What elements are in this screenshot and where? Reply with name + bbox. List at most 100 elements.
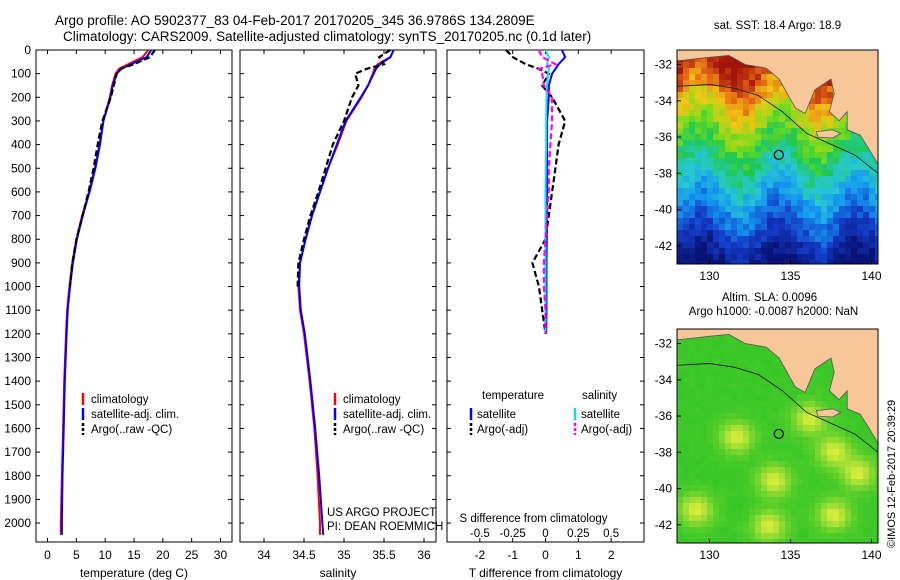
map-cell bbox=[821, 521, 827, 527]
map-cell bbox=[707, 134, 713, 140]
map-cell bbox=[755, 359, 761, 365]
map-cell bbox=[797, 134, 803, 140]
map-cell bbox=[785, 200, 791, 206]
map-cell bbox=[713, 335, 719, 341]
map-cell bbox=[701, 110, 707, 116]
map-cell bbox=[863, 533, 869, 539]
map-cell bbox=[725, 170, 731, 176]
map-cell bbox=[761, 68, 767, 74]
map-cell bbox=[839, 455, 845, 461]
map-cell bbox=[713, 152, 719, 158]
map-cell bbox=[839, 437, 845, 443]
map-cell bbox=[791, 479, 797, 485]
map-cell bbox=[767, 389, 773, 395]
map-cell bbox=[863, 485, 869, 491]
map-cell bbox=[731, 146, 737, 152]
map-cell bbox=[779, 443, 785, 449]
map-cell bbox=[731, 212, 737, 218]
legend-label: satellite bbox=[581, 409, 620, 421]
map-cell bbox=[701, 86, 707, 92]
map-cell bbox=[713, 80, 719, 86]
map-cell bbox=[809, 395, 815, 401]
map-cell bbox=[677, 389, 683, 395]
map-cell bbox=[767, 242, 773, 248]
map-cell bbox=[869, 188, 875, 194]
map-cell bbox=[761, 182, 767, 188]
map-cell bbox=[833, 206, 839, 212]
sla-map-title-2: Argo h1000: -0.0087 h2000: NaN bbox=[689, 306, 858, 318]
map-cell bbox=[797, 146, 803, 152]
map-cell bbox=[851, 539, 857, 543]
map-cell bbox=[749, 158, 755, 164]
panel-temperature: 0100200300400500600700800900100011001200… bbox=[4, 43, 233, 580]
x-tick-label: -2 bbox=[474, 548, 485, 562]
map-cell bbox=[761, 419, 767, 425]
map-cell bbox=[707, 248, 713, 254]
map-cell bbox=[713, 365, 719, 371]
map-cell bbox=[785, 152, 791, 158]
map-cell bbox=[785, 383, 791, 389]
map-cell bbox=[731, 359, 737, 365]
map-cell bbox=[743, 158, 749, 164]
map-cell bbox=[851, 455, 857, 461]
map-cell bbox=[737, 134, 743, 140]
map-cell bbox=[731, 74, 737, 80]
map-cell bbox=[689, 347, 695, 353]
map-cell bbox=[683, 80, 689, 86]
map-cell bbox=[683, 104, 689, 110]
map-cell bbox=[833, 116, 839, 122]
map-cell bbox=[779, 134, 785, 140]
map-cell bbox=[719, 116, 725, 122]
map-cell bbox=[851, 533, 857, 539]
map-cell bbox=[845, 152, 851, 158]
map-cell bbox=[773, 461, 779, 467]
map-cell bbox=[815, 140, 821, 146]
map-cell bbox=[737, 236, 743, 242]
map-cell bbox=[683, 401, 689, 407]
map-cell bbox=[797, 467, 803, 473]
map-cell bbox=[707, 188, 713, 194]
map-cell bbox=[767, 365, 773, 371]
map-cell bbox=[863, 248, 869, 254]
x-tick-label: 20 bbox=[156, 548, 170, 562]
map-cell bbox=[755, 449, 761, 455]
map-cell bbox=[731, 491, 737, 497]
map-cell bbox=[725, 182, 731, 188]
map-cell bbox=[869, 218, 875, 224]
map-cell bbox=[815, 497, 821, 503]
map-cell bbox=[785, 443, 791, 449]
map-cell bbox=[713, 200, 719, 206]
map-cell bbox=[827, 116, 833, 122]
y-tick-label: 900 bbox=[11, 256, 31, 270]
map-cell bbox=[695, 92, 701, 98]
map-cell bbox=[809, 485, 815, 491]
map-cell bbox=[713, 383, 719, 389]
map-cell bbox=[719, 104, 725, 110]
top-tick-label: -0.25 bbox=[500, 528, 526, 540]
map-cell bbox=[713, 479, 719, 485]
map-cell bbox=[707, 104, 713, 110]
map-cell bbox=[725, 533, 731, 539]
map-cell bbox=[827, 395, 833, 401]
map-cell bbox=[761, 467, 767, 473]
map-cell bbox=[767, 491, 773, 497]
map-cell bbox=[869, 206, 875, 212]
y-tick-label: 800 bbox=[11, 232, 31, 246]
map-cell bbox=[683, 212, 689, 218]
map-cell bbox=[707, 341, 713, 347]
map-cell bbox=[869, 194, 875, 200]
y-tick-label: -38 bbox=[655, 166, 673, 180]
map-cell bbox=[761, 170, 767, 176]
imos-timestamp: ©IMOS 12-Feb-2017 20:39:29 bbox=[886, 399, 898, 548]
map-cell bbox=[809, 212, 815, 218]
map-cell bbox=[773, 365, 779, 371]
map-cell bbox=[845, 497, 851, 503]
map-cell bbox=[713, 260, 719, 264]
map-cell bbox=[767, 206, 773, 212]
map-cell bbox=[827, 158, 833, 164]
map-cell bbox=[743, 425, 749, 431]
map-cell bbox=[707, 383, 713, 389]
map-cell bbox=[875, 449, 878, 455]
map-cell bbox=[869, 533, 875, 539]
map-cell bbox=[725, 497, 731, 503]
